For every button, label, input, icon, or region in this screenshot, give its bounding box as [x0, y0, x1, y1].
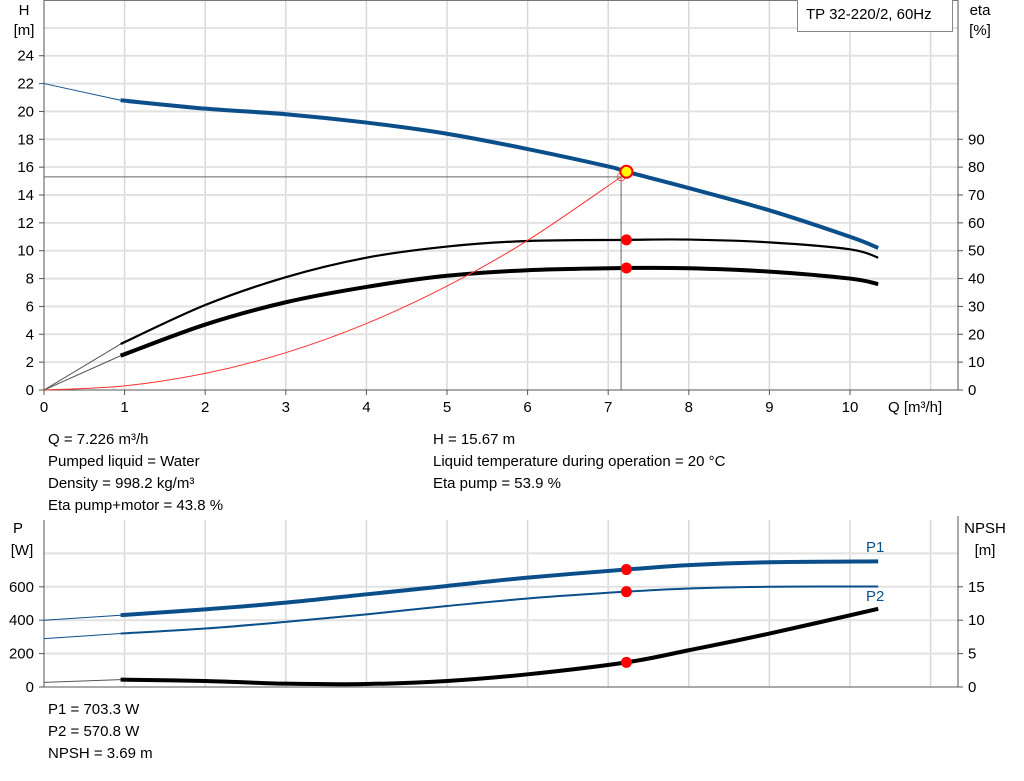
y-tick-label-left: 600	[9, 579, 34, 596]
y-tick-label-right: 50	[968, 243, 985, 260]
curve-P1-extrapolated	[43, 614, 121, 621]
y-axis-unit-left: [m]	[14, 22, 35, 39]
y-tick-label-left: 6	[26, 298, 34, 315]
x-tick-label: 0	[40, 399, 48, 416]
info-eta-pump-motor: Eta pump+motor = 43.8 %	[48, 497, 224, 514]
y-tick-label-right: 70	[968, 187, 985, 204]
x-tick-label: 5	[443, 399, 451, 416]
curve-eta_pump	[120, 238, 879, 346]
y-axis-label-left: P	[13, 520, 23, 537]
y-tick-label-left: 16	[17, 159, 34, 176]
curve-eta_pump_motor-extrapolated	[43, 355, 121, 391]
y-tick-label-right: 10	[968, 612, 985, 629]
x-tick-label: 3	[282, 399, 290, 416]
curve-H	[120, 98, 879, 250]
y-tick-label-left: 400	[9, 612, 34, 629]
y-tick-label-right: 10	[968, 354, 985, 371]
y-tick-label-left: 24	[17, 48, 34, 65]
info-p1: P1 = 703.3 W	[48, 701, 140, 718]
y-axis-label-left: H	[19, 2, 30, 19]
info-liquid: Pumped liquid = Water	[48, 453, 200, 470]
y-axis-label-right: eta	[970, 2, 992, 19]
y-tick-label-right: 20	[968, 326, 985, 343]
curve-P1	[120, 559, 879, 618]
duty-point-eta-pump	[620, 234, 632, 246]
curve-system	[43, 176, 622, 391]
duty-point-h	[619, 164, 634, 179]
info-temperature: Liquid temperature during operation = 20…	[433, 453, 726, 470]
info-eta-pump: Eta pump = 53.9 %	[433, 475, 561, 492]
legend-pump-model: TP 32-220/2, 60Hz	[797, 0, 953, 32]
x-tick-label: 7	[604, 399, 612, 416]
x-tick-label: 9	[765, 399, 773, 416]
x-tick-label: 1	[120, 399, 128, 416]
curve-P2-extrapolated	[43, 633, 121, 640]
duty-point-npsh	[620, 656, 632, 668]
y-axis-unit-right: [m]	[975, 542, 996, 559]
y-tick-label-right: 0	[968, 382, 976, 399]
series-label-p2: P2	[866, 588, 884, 605]
series-label-p1: P1	[866, 539, 884, 556]
curve-eta_pump-extrapolated	[43, 343, 121, 391]
x-tick-label: 2	[201, 399, 209, 416]
y-tick-label-left: 18	[17, 131, 34, 148]
y-tick-label-left: 2	[26, 354, 34, 371]
y-axis-unit-right: [%]	[969, 22, 991, 39]
y-tick-label-left: 0	[26, 679, 34, 696]
y-tick-label-left: 14	[17, 187, 34, 204]
x-tick-label: 4	[362, 399, 370, 416]
duty-point-p2	[620, 586, 632, 598]
curve-eta_pump_motor	[119, 265, 879, 358]
curve-NPSH	[120, 606, 879, 687]
curve-NPSH-extrapolated	[43, 679, 121, 683]
y-tick-label-left: 10	[17, 243, 34, 260]
curve-H-extrapolated	[43, 83, 121, 101]
x-axis-label: Q [m³/h]	[888, 399, 942, 416]
curve-P2	[120, 585, 879, 635]
y-tick-label-right: 15	[968, 579, 985, 596]
y-tick-label-right: 60	[968, 215, 985, 232]
x-tick-label: 6	[523, 399, 531, 416]
y-tick-label-left: 20	[17, 103, 34, 120]
duty-point-p1	[620, 564, 632, 576]
y-tick-label-left: 0	[26, 382, 34, 399]
y-tick-label-left: 22	[17, 76, 34, 93]
info-q: Q = 7.226 m³/h	[48, 431, 149, 448]
duty-point-eta-pump-motor	[620, 262, 632, 274]
y-tick-label-right: 80	[968, 159, 985, 176]
y-tick-label-right: 90	[968, 131, 985, 148]
y-tick-label-right: 30	[968, 298, 985, 315]
info-h: H = 15.67 m	[433, 431, 516, 448]
y-tick-label-left: 200	[9, 646, 34, 663]
y-tick-label-right: 0	[968, 679, 976, 696]
y-axis-label-right: NPSH	[964, 520, 1006, 537]
y-axis-unit-left: [W]	[11, 542, 34, 559]
info-p2: P2 = 570.8 W	[48, 723, 140, 740]
x-tick-label: 10	[842, 399, 859, 416]
info-density: Density = 998.2 kg/m³	[48, 475, 195, 492]
info-npsh: NPSH = 3.69 m	[48, 745, 153, 762]
x-tick-label: 8	[685, 399, 693, 416]
y-tick-label-right: 40	[968, 271, 985, 288]
y-tick-label-left: 8	[26, 271, 34, 288]
y-tick-label-left: 4	[26, 326, 34, 343]
y-tick-label-left: 12	[17, 215, 34, 232]
y-tick-label-right: 5	[968, 646, 976, 663]
